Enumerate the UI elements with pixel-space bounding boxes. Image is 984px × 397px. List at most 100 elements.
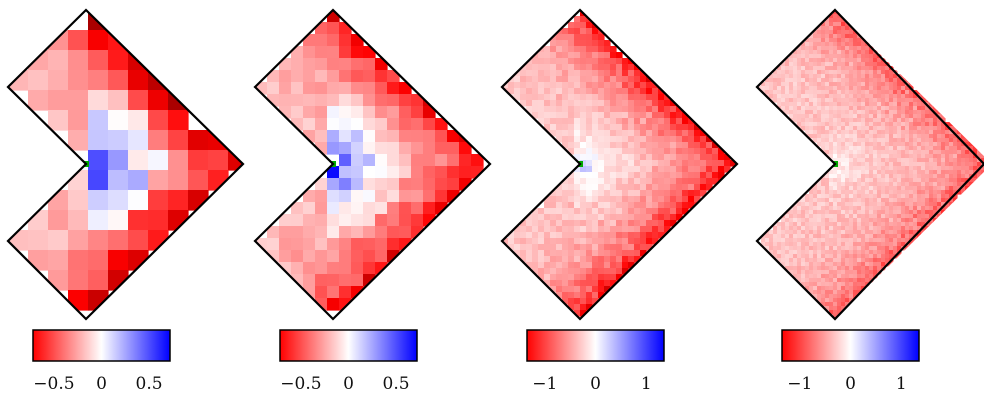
mesh-cell (829, 154, 834, 159)
mesh-cell (917, 158, 922, 163)
mesh-cell (544, 202, 551, 209)
mesh-cell (646, 148, 653, 155)
mesh-cell (921, 210, 926, 215)
mesh-cell (849, 178, 854, 183)
mesh-cell (881, 150, 886, 155)
mesh-cell (28, 230, 49, 251)
mesh-cell (865, 110, 870, 115)
mesh-cell (813, 62, 818, 67)
mesh-cell (363, 262, 376, 275)
mesh-cell (793, 238, 798, 243)
mesh-cell (315, 58, 328, 71)
mesh-cell (586, 52, 593, 59)
mesh-cell (724, 166, 731, 173)
mesh-cell (676, 136, 683, 143)
mesh-cell (829, 146, 834, 151)
mesh-cell (829, 30, 834, 35)
mesh-cell (813, 30, 818, 35)
mesh-cell (813, 94, 818, 99)
mesh-cell (568, 208, 575, 215)
mesh-cell (315, 262, 328, 275)
mesh-cell (865, 82, 870, 87)
mesh-cell (897, 102, 902, 107)
mesh-cell (769, 94, 774, 99)
mesh-cell (829, 202, 834, 207)
mesh-cell (592, 190, 599, 197)
mesh-cell (821, 218, 826, 223)
mesh-cell (28, 70, 49, 91)
mesh-cell (315, 34, 328, 47)
mesh-cell (785, 86, 790, 91)
mesh-cell (48, 190, 69, 211)
mesh-cell (909, 154, 914, 159)
mesh-cell (973, 158, 978, 163)
mesh-cell (805, 202, 810, 207)
mesh-cell (550, 208, 557, 215)
mesh-cell (877, 110, 882, 115)
mesh-cell (797, 118, 802, 123)
mesh-cell (544, 118, 551, 125)
mesh-cell (845, 26, 850, 31)
mesh-cell (793, 74, 798, 79)
mesh-cell (877, 250, 882, 255)
mesh-cell (853, 250, 858, 255)
mesh-cell (562, 94, 569, 101)
mesh-cell (765, 78, 770, 83)
mesh-cell (861, 210, 866, 215)
mesh-cell (929, 182, 934, 187)
mesh-cell (917, 206, 922, 211)
mesh-cell (849, 142, 854, 147)
mesh-cell (604, 70, 611, 77)
mesh-cell (148, 110, 169, 131)
mesh-cell (865, 146, 870, 151)
mesh-cell (351, 250, 364, 263)
mesh-cell (869, 210, 874, 215)
mesh-cell (949, 138, 954, 143)
mesh-cell (789, 82, 794, 87)
mesh-cell (351, 274, 364, 287)
mesh-cell (865, 202, 870, 207)
mesh-cell (562, 100, 569, 107)
mesh-cell (544, 268, 551, 275)
mesh-cell (339, 214, 352, 227)
mesh-cell (901, 182, 906, 187)
mesh-cell (973, 162, 978, 167)
mesh-cell (953, 138, 958, 143)
mesh-cell (327, 202, 340, 215)
mesh-cell (817, 254, 822, 259)
mesh-cell (981, 166, 984, 171)
mesh-cell (841, 194, 846, 199)
mesh-cell (941, 162, 946, 167)
mesh-cell (941, 170, 946, 175)
mesh-cell (805, 274, 810, 279)
mesh-cell (821, 138, 826, 143)
mesh-cell (821, 198, 826, 203)
mesh-cell (809, 230, 814, 235)
mesh-cell (670, 208, 677, 215)
mesh-cell (821, 78, 826, 83)
mesh-cell (881, 178, 886, 183)
mesh-cell (837, 270, 842, 275)
mesh-cell (574, 88, 581, 95)
mesh-cell (604, 148, 611, 155)
mesh-cell (937, 150, 942, 155)
mesh-cell (580, 232, 587, 239)
mesh-cell (941, 122, 946, 127)
mesh-cell (622, 160, 629, 167)
mesh-cell (801, 242, 806, 247)
mesh-cell (849, 90, 854, 95)
mesh-cell (801, 226, 806, 231)
mesh-cell (447, 130, 460, 143)
mesh-cell (829, 198, 834, 203)
mesh-cell (901, 186, 906, 191)
mesh-cell (670, 214, 677, 221)
mesh-cell (813, 254, 818, 259)
mesh-cell (363, 94, 376, 107)
mesh-cell (544, 82, 551, 89)
mesh-cell (598, 190, 605, 197)
mesh-cell (544, 112, 551, 119)
mesh-cell (825, 90, 830, 95)
mesh-cell (315, 94, 328, 107)
mesh-cell (873, 174, 878, 179)
mesh-cell (889, 186, 894, 191)
